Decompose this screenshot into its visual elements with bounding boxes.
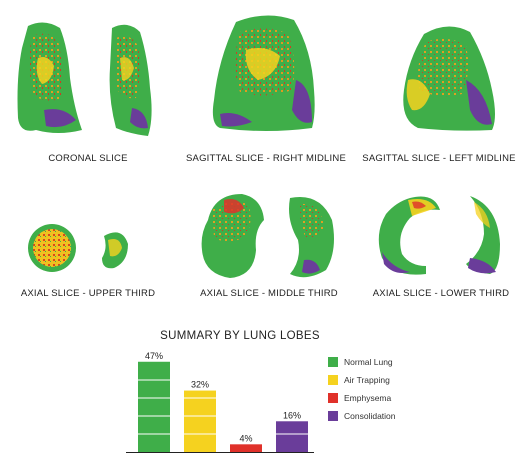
bar-value-label: 16% <box>283 410 301 420</box>
caption-axial-middle: AXIAL SLICE - MIDDLE THIRD <box>200 288 338 299</box>
caption-sagittal-right: SAGITTAL SLICE - RIGHT MIDLINE <box>186 153 346 164</box>
bar-value-label: 4% <box>239 433 252 443</box>
legend-item-emphysema: Emphysema <box>328 389 396 407</box>
bar-value-label: 47% <box>145 351 163 361</box>
legend-label-air-trapping: Air Trapping <box>344 375 390 385</box>
caption-coronal: CORONAL SLICE <box>48 153 128 164</box>
legend-swatch-normal <box>328 357 338 367</box>
caption-sagittal-left: SAGITTAL SLICE - LEFT MIDLINE <box>362 153 516 164</box>
legend-item-air-trapping: Air Trapping <box>328 371 396 389</box>
axial-lower-right-lung <box>378 196 440 275</box>
legend-label-normal: Normal Lung <box>344 357 393 367</box>
legend-label-emphysema: Emphysema <box>344 393 392 403</box>
summary-bar-chart: 47% 32% 4% 16% <box>126 351 314 453</box>
legend-swatch-consolidation <box>328 411 338 421</box>
axial-lower-left-lung <box>466 196 500 274</box>
caption-axial-lower: AXIAL SLICE - LOWER THIRD <box>372 288 510 299</box>
legend-swatch-air-trapping <box>328 375 338 385</box>
coronal-slice-image <box>8 18 168 148</box>
legend-item-normal: Normal Lung <box>328 353 396 371</box>
axial-lower-slice-image <box>370 188 510 280</box>
summary-title: SUMMARY BY LUNG LOBES <box>160 330 320 342</box>
sagittal-right-slice-image <box>196 10 336 140</box>
sagittal-left-slice-image <box>374 20 514 138</box>
legend-swatch-emphysema <box>328 393 338 403</box>
bar-value-label: 32% <box>191 380 209 390</box>
bar-normal-lung <box>138 361 170 452</box>
axial-upper-slice-image <box>22 218 142 280</box>
chart-legend: Normal Lung Air Trapping Emphysema Conso… <box>328 353 396 425</box>
bar-air-trapping <box>184 390 216 452</box>
bar-emphysema <box>230 444 262 452</box>
caption-axial-upper: AXIAL SLICE - UPPER THIRD <box>20 288 156 299</box>
axial-middle-slice-image <box>194 190 344 282</box>
bar-consolidation <box>276 421 308 452</box>
legend-label-consolidation: Consolidation <box>344 411 396 421</box>
legend-item-consolidation: Consolidation <box>328 407 396 425</box>
